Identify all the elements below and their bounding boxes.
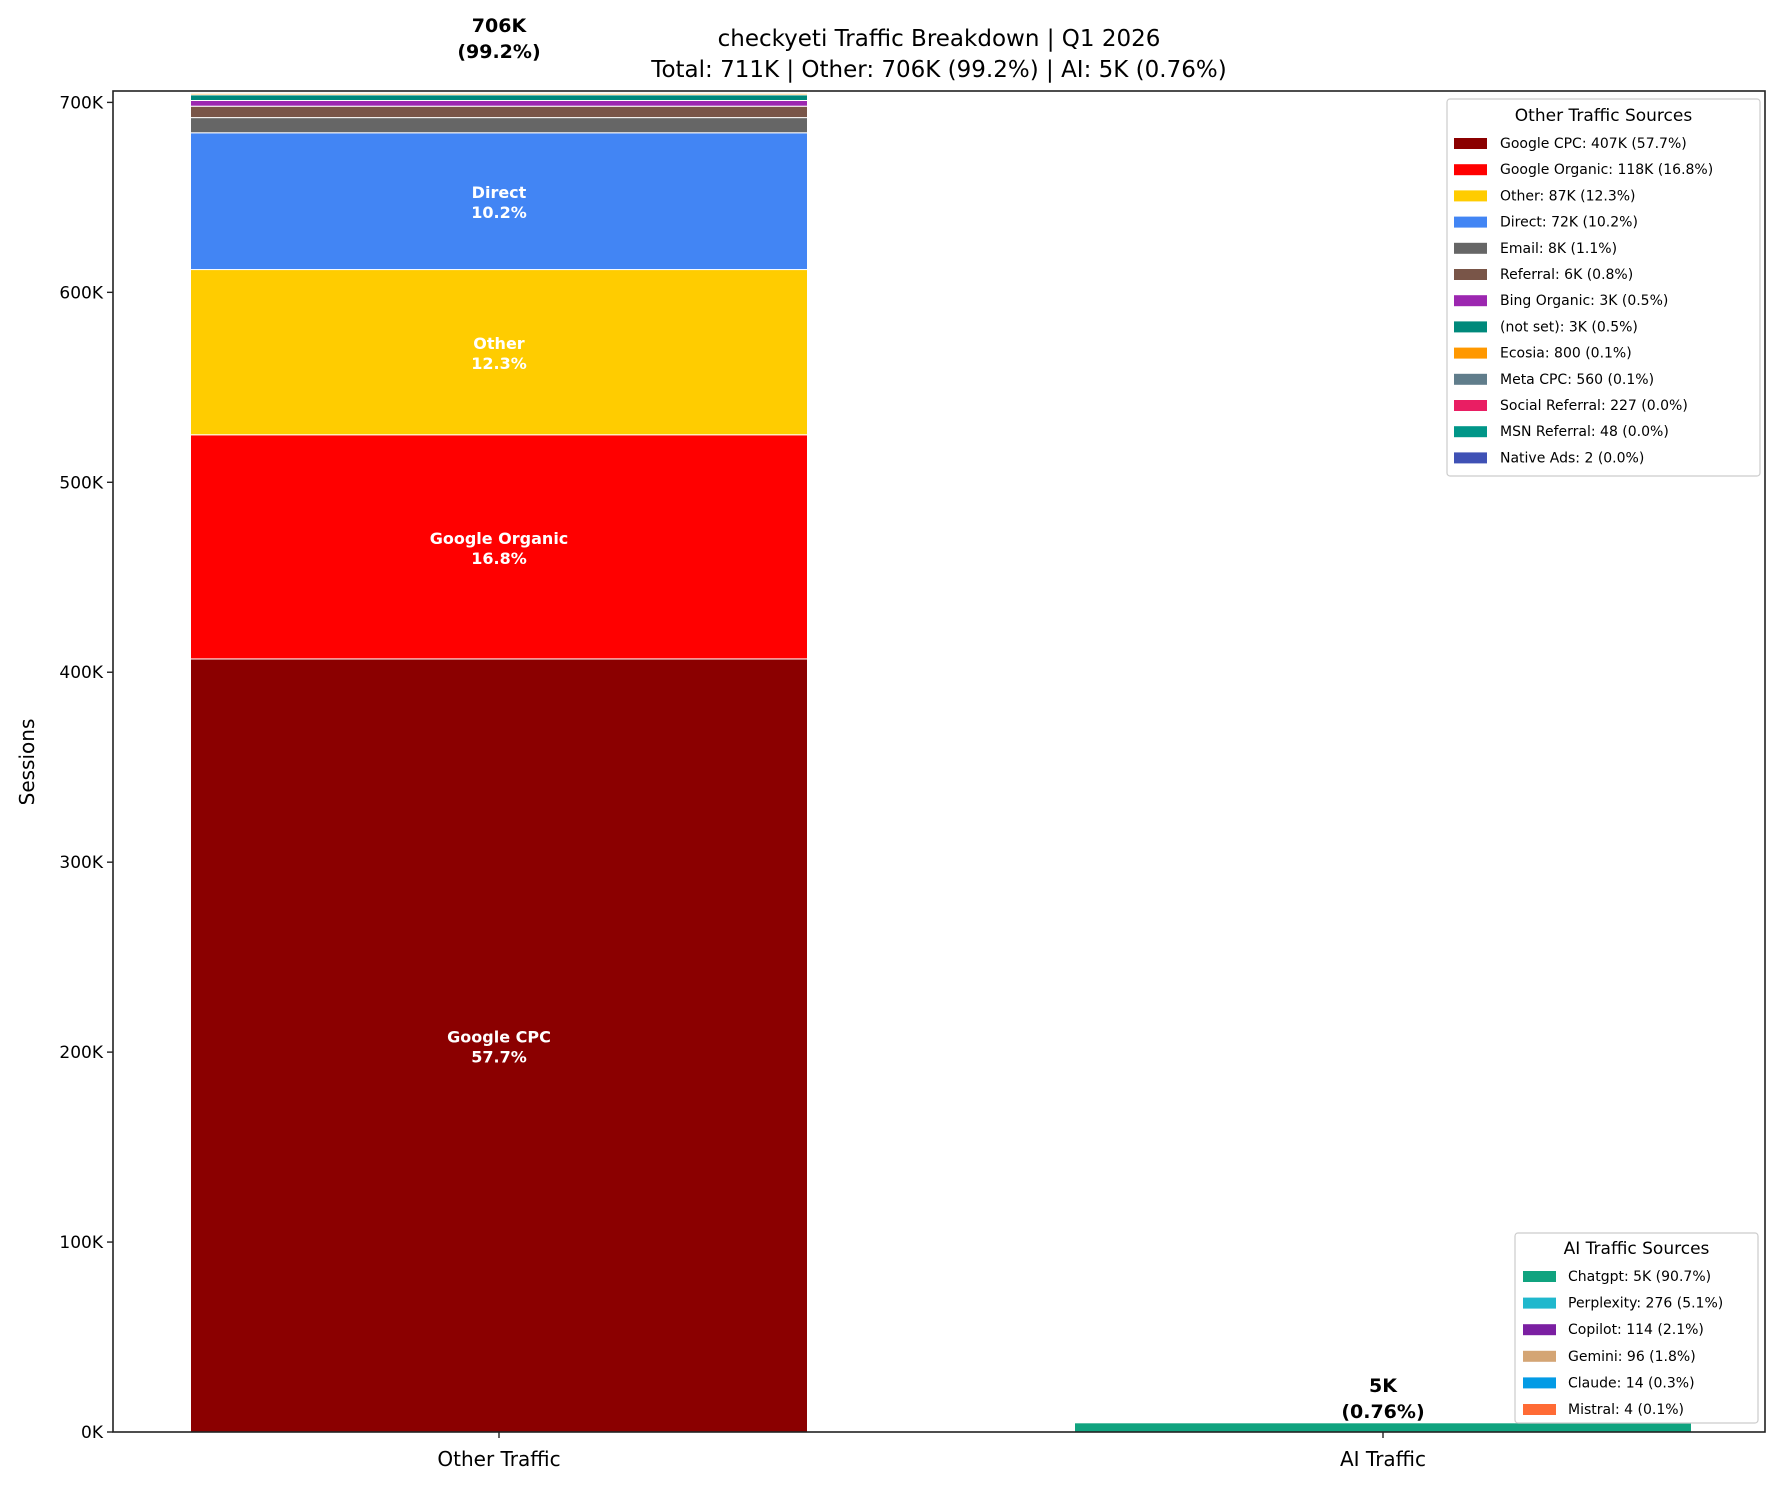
bar-segment-chatgpt bbox=[1075, 1423, 1692, 1432]
segment-pct-label: 57.7% bbox=[471, 1047, 527, 1066]
legend-swatch bbox=[1454, 374, 1487, 385]
bar-segment-email bbox=[191, 118, 808, 133]
legend-entry: Copilot: 114 (2.1%) bbox=[1568, 1322, 1704, 1338]
segment-label: Other bbox=[473, 334, 524, 353]
legend-entry: Google Organic: 118K (16.8%) bbox=[1500, 162, 1713, 178]
legend-entry: Native Ads: 2 (0.0%) bbox=[1500, 450, 1644, 466]
bar-total-label: 5K bbox=[1369, 1375, 1398, 1397]
legend-entry: (not set): 3K (0.5%) bbox=[1500, 319, 1638, 335]
legend-entry: Google CPC: 407K (57.7%) bbox=[1500, 136, 1687, 152]
legend-swatch bbox=[1454, 321, 1487, 332]
y-tick-label: 400K bbox=[59, 663, 103, 683]
legend-swatch bbox=[1523, 1324, 1556, 1335]
legend-swatch bbox=[1454, 400, 1487, 411]
legend-swatch bbox=[1454, 452, 1487, 463]
chart-subtitle: Total: 711K | Other: 706K (99.2%) | AI: … bbox=[650, 57, 1226, 83]
y-tick-label: 0K bbox=[81, 1423, 104, 1443]
y-tick-label: 500K bbox=[59, 473, 103, 493]
legend-swatch bbox=[1454, 190, 1487, 201]
segment-label: Google Organic bbox=[430, 529, 569, 548]
legend-swatch bbox=[1454, 426, 1487, 437]
x-tick-label: AI Traffic bbox=[1340, 1447, 1426, 1471]
legend-swatch bbox=[1523, 1298, 1556, 1309]
legend-swatch bbox=[1454, 217, 1487, 228]
y-tick-label: 300K bbox=[59, 853, 103, 873]
legend-title: Other Traffic Sources bbox=[1515, 106, 1693, 126]
x-tick-label: Other Traffic bbox=[437, 1447, 560, 1471]
bar-segment--not-set- bbox=[191, 95, 808, 101]
legend-entry: Referral: 6K (0.8%) bbox=[1500, 267, 1633, 283]
segment-pct-label: 10.2% bbox=[471, 203, 527, 222]
legend-swatch bbox=[1523, 1377, 1556, 1388]
bar-total-label: 706K bbox=[472, 15, 528, 37]
legend-entry: Meta CPC: 560 (0.1%) bbox=[1500, 372, 1654, 388]
legend-swatch bbox=[1454, 269, 1487, 280]
bar-total-pct-label: (0.76%) bbox=[1341, 1401, 1424, 1423]
y-tick-label: 700K bbox=[59, 93, 103, 113]
legend-entry: Other: 87K (12.3%) bbox=[1500, 188, 1636, 204]
bar-segment-bing-organic bbox=[191, 100, 808, 106]
bar-total-pct-label: (99.2%) bbox=[457, 41, 540, 63]
legend-swatch bbox=[1454, 164, 1487, 175]
legend-entry: Gemini: 96 (1.8%) bbox=[1568, 1349, 1696, 1365]
y-axis-label: Sessions bbox=[15, 719, 39, 806]
legend-entry: Chatgpt: 5K (90.7%) bbox=[1568, 1269, 1711, 1285]
legend-entry: MSN Referral: 48 (0.0%) bbox=[1500, 424, 1669, 440]
legend-swatch bbox=[1454, 243, 1487, 254]
legend-entry: Direct: 72K (10.2%) bbox=[1500, 215, 1638, 231]
legend-title: AI Traffic Sources bbox=[1564, 1239, 1710, 1259]
legends-layer: Other Traffic Sources Google CPC: 407K (5… bbox=[1447, 99, 1760, 1423]
legend-entry: Perplexity: 276 (5.1%) bbox=[1568, 1296, 1723, 1312]
segment-pct-label: 16.8% bbox=[471, 549, 527, 568]
segment-pct-label: 12.3% bbox=[471, 354, 527, 373]
legend-swatch bbox=[1523, 1271, 1556, 1282]
segment-label: Direct bbox=[472, 183, 527, 202]
legend-entry: Claude: 14 (0.3%) bbox=[1568, 1375, 1695, 1391]
legend-swatch bbox=[1454, 295, 1487, 306]
y-tick-label: 100K bbox=[59, 1233, 103, 1253]
legend-swatch bbox=[1523, 1404, 1556, 1415]
y-tick-label: 600K bbox=[59, 283, 103, 303]
legend-swatch bbox=[1454, 348, 1487, 359]
legend-swatch bbox=[1523, 1351, 1556, 1362]
legend-box bbox=[1447, 99, 1760, 476]
legend-entry: Mistral: 4 (0.1%) bbox=[1568, 1402, 1684, 1418]
legend-swatch bbox=[1454, 138, 1487, 149]
legend-entry: Social Referral: 227 (0.0%) bbox=[1500, 398, 1688, 414]
segment-label: Google CPC bbox=[447, 1027, 551, 1046]
legend-entry: Bing Organic: 3K (0.5%) bbox=[1500, 293, 1668, 309]
bar-segment-referral bbox=[191, 106, 808, 117]
y-tick-label: 200K bbox=[59, 1043, 103, 1063]
chart-title: checkyeti Traffic Breakdown | Q1 2026 bbox=[718, 26, 1161, 52]
legend-entry: Email: 8K (1.1%) bbox=[1500, 241, 1617, 257]
legend-entry: Ecosia: 800 (0.1%) bbox=[1500, 346, 1632, 362]
